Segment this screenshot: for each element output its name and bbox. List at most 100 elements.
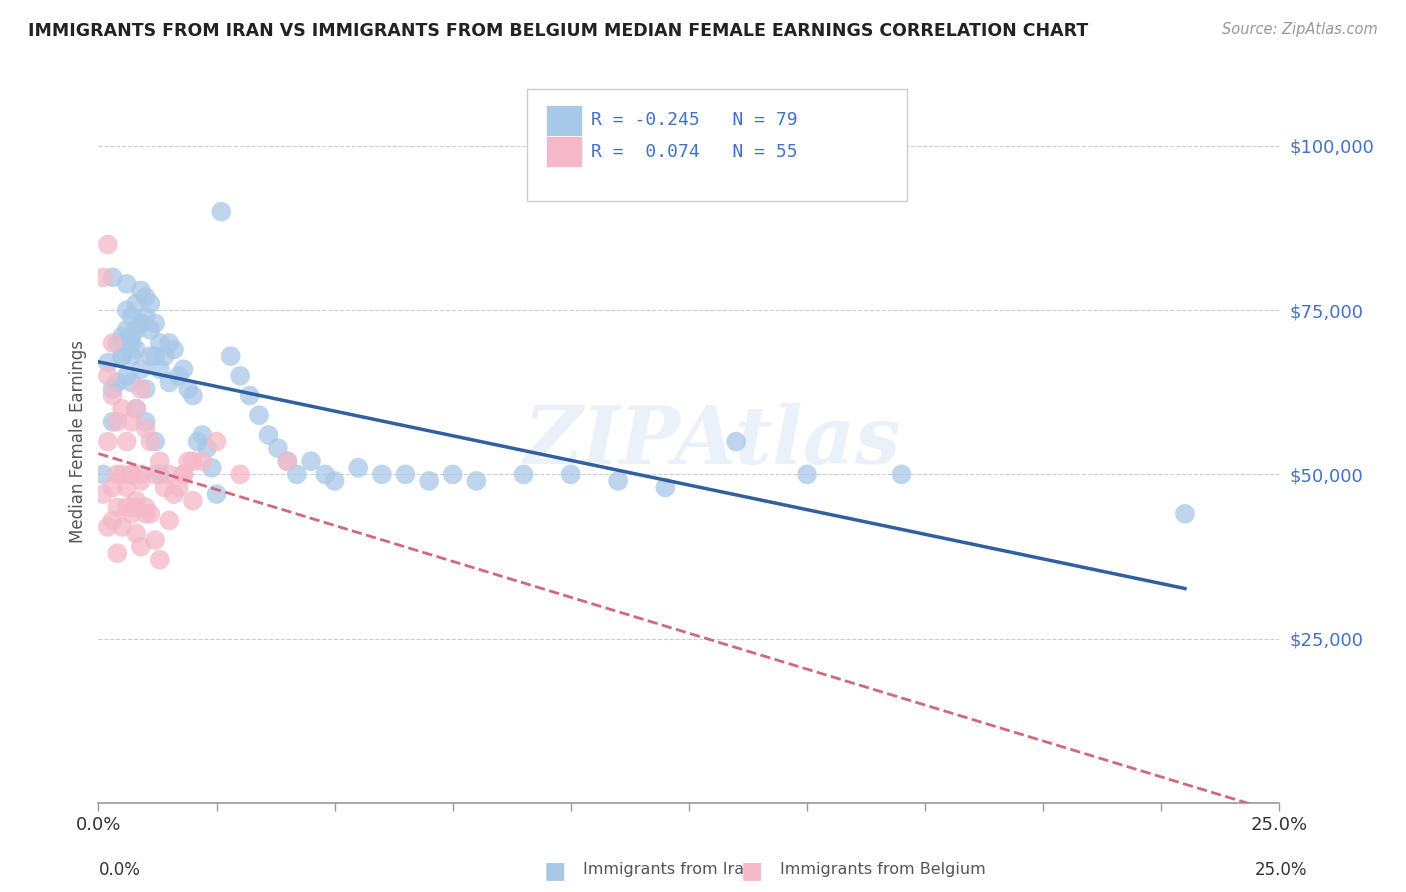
Point bbox=[105, 415, 128, 429]
Point bbox=[371, 467, 394, 482]
Point bbox=[91, 487, 114, 501]
Point bbox=[143, 316, 166, 330]
Text: 0.0%: 0.0% bbox=[98, 861, 141, 879]
Point bbox=[125, 526, 148, 541]
Point bbox=[111, 520, 134, 534]
Text: ▪: ▪ bbox=[740, 853, 765, 887]
Point bbox=[149, 336, 172, 351]
Text: ▪: ▪ bbox=[543, 853, 568, 887]
Point bbox=[101, 382, 124, 396]
Point bbox=[157, 467, 180, 482]
Point bbox=[101, 336, 124, 351]
Point bbox=[125, 401, 148, 416]
Point bbox=[323, 474, 346, 488]
Point bbox=[143, 434, 166, 449]
Point bbox=[97, 237, 120, 252]
Text: R =  0.074   N = 55: R = 0.074 N = 55 bbox=[591, 143, 797, 161]
Point bbox=[139, 434, 162, 449]
Point bbox=[105, 467, 128, 482]
Point bbox=[91, 467, 114, 482]
Point bbox=[115, 323, 138, 337]
Point bbox=[101, 388, 124, 402]
Point bbox=[172, 467, 194, 482]
Text: ZIPAtlas: ZIPAtlas bbox=[524, 403, 901, 480]
Point bbox=[153, 349, 176, 363]
Point bbox=[129, 467, 152, 482]
Point bbox=[121, 467, 143, 482]
Point bbox=[394, 467, 416, 482]
Point bbox=[125, 323, 148, 337]
Y-axis label: Median Female Earnings: Median Female Earnings bbox=[69, 340, 87, 543]
Point bbox=[111, 349, 134, 363]
Point bbox=[229, 467, 252, 482]
Point bbox=[139, 507, 162, 521]
Point bbox=[111, 401, 134, 416]
Point bbox=[115, 434, 138, 449]
Point bbox=[172, 467, 194, 482]
Point bbox=[157, 513, 180, 527]
Text: IMMIGRANTS FROM IRAN VS IMMIGRANTS FROM BELGIUM MEDIAN FEMALE EARNINGS CORRELATI: IMMIGRANTS FROM IRAN VS IMMIGRANTS FROM … bbox=[28, 22, 1088, 40]
Point bbox=[129, 362, 152, 376]
Point bbox=[135, 421, 157, 435]
Point bbox=[125, 296, 148, 310]
Point bbox=[890, 467, 912, 482]
Point bbox=[314, 467, 336, 482]
Point bbox=[101, 415, 124, 429]
Point bbox=[91, 270, 114, 285]
Point bbox=[195, 441, 218, 455]
Point bbox=[111, 467, 134, 482]
Point bbox=[125, 500, 148, 515]
Point bbox=[125, 343, 148, 357]
Point bbox=[285, 467, 308, 482]
Point bbox=[201, 460, 224, 475]
Point bbox=[257, 428, 280, 442]
Text: 25.0%: 25.0% bbox=[1256, 861, 1308, 879]
Point bbox=[97, 356, 120, 370]
Point bbox=[135, 500, 157, 515]
Point bbox=[135, 415, 157, 429]
Point bbox=[512, 467, 534, 482]
Point bbox=[205, 434, 228, 449]
Point bbox=[105, 376, 128, 390]
Point bbox=[172, 362, 194, 376]
Point bbox=[129, 316, 152, 330]
Point bbox=[149, 467, 172, 482]
Point bbox=[139, 296, 162, 310]
Point bbox=[187, 434, 209, 449]
Point bbox=[149, 553, 172, 567]
Point bbox=[101, 481, 124, 495]
Point bbox=[125, 493, 148, 508]
Point bbox=[121, 336, 143, 351]
Text: R = -0.245   N = 79: R = -0.245 N = 79 bbox=[591, 112, 797, 129]
Point bbox=[121, 349, 143, 363]
Point bbox=[607, 474, 630, 488]
Point bbox=[135, 507, 157, 521]
Point bbox=[181, 388, 204, 402]
Point bbox=[796, 467, 818, 482]
Point bbox=[167, 368, 190, 383]
Point bbox=[157, 336, 180, 351]
Point bbox=[1174, 507, 1197, 521]
Point bbox=[129, 474, 152, 488]
Point bbox=[121, 415, 143, 429]
Point bbox=[115, 500, 138, 515]
Point bbox=[219, 349, 242, 363]
Point bbox=[267, 441, 290, 455]
Text: Immigrants from Belgium: Immigrants from Belgium bbox=[780, 863, 986, 877]
Point bbox=[129, 316, 152, 330]
Point bbox=[139, 349, 162, 363]
Point bbox=[560, 467, 582, 482]
Point bbox=[105, 336, 128, 351]
Point bbox=[101, 513, 124, 527]
Point bbox=[299, 454, 322, 468]
Point bbox=[115, 303, 138, 318]
Point bbox=[135, 310, 157, 324]
Point bbox=[191, 454, 214, 468]
Point bbox=[209, 204, 232, 219]
Point bbox=[654, 481, 676, 495]
Point bbox=[276, 454, 298, 468]
Point bbox=[121, 329, 143, 343]
Point bbox=[115, 277, 138, 291]
Point bbox=[121, 467, 143, 482]
Point bbox=[229, 368, 252, 383]
